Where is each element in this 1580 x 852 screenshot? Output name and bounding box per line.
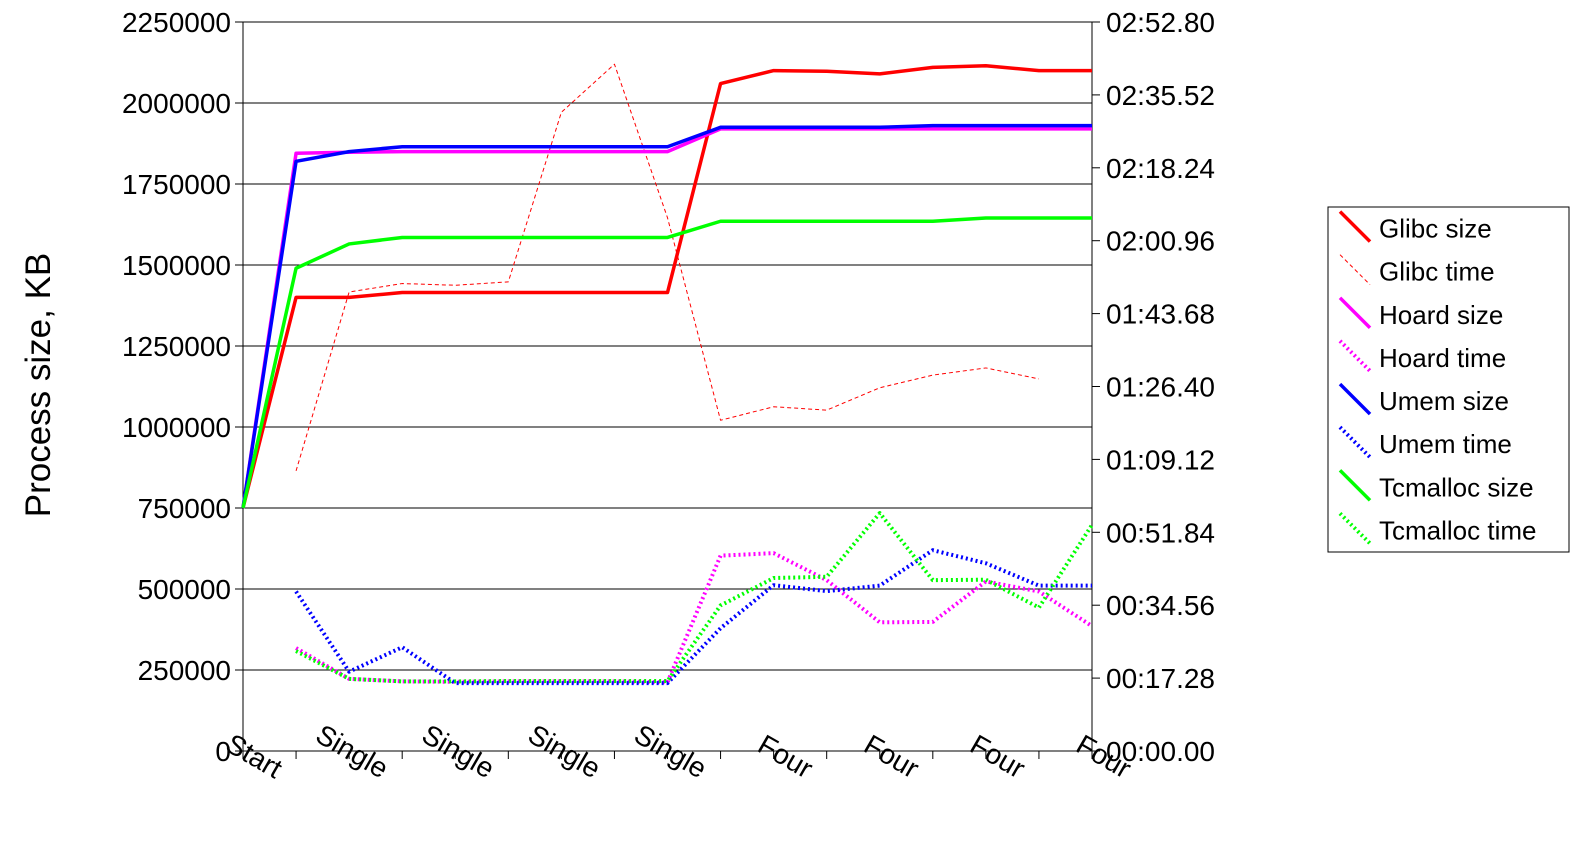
legend-box bbox=[1327, 206, 1570, 553]
x-tick-label: Single bbox=[417, 718, 500, 784]
left-tick-label: 1500000 bbox=[122, 250, 231, 281]
legend-label: Hoard size bbox=[1379, 300, 1503, 330]
legend-label: Umem size bbox=[1379, 386, 1509, 416]
right-tick-label: 01:43.68 bbox=[1106, 299, 1215, 330]
left-tick-label: 1750000 bbox=[122, 169, 231, 200]
series-line-umem-size bbox=[241, 123, 1092, 509]
axes bbox=[242, 22, 1093, 752]
right-tick-label: 02:35.52 bbox=[1106, 80, 1215, 111]
right-tick-label: 00:34.56 bbox=[1106, 590, 1215, 621]
x-tick-label: Four bbox=[753, 729, 818, 785]
legend-swatch bbox=[1339, 254, 1371, 286]
right-tick-label: 02:18.24 bbox=[1106, 153, 1215, 184]
left-tick-label: 750000 bbox=[138, 493, 231, 524]
legend-swatch bbox=[1338, 339, 1372, 373]
legend-swatch bbox=[1338, 382, 1372, 416]
legend-swatch bbox=[1338, 469, 1372, 502]
legend-swatch bbox=[1338, 425, 1372, 459]
series-lines bbox=[241, 63, 1094, 686]
gridlines bbox=[243, 21, 1092, 671]
right-tick-label: 00:00.00 bbox=[1106, 736, 1215, 767]
x-tick-label: Single bbox=[629, 718, 712, 784]
left-tick-label: 2250000 bbox=[122, 7, 231, 38]
left-axis-ticks: 0 250000 500000 750000 1000000 1250000 1500000… bbox=[122, 7, 243, 767]
legend-label: Tcmalloc time bbox=[1379, 515, 1536, 545]
legend-swatch bbox=[1338, 512, 1372, 545]
right-tick-label: 02:00.96 bbox=[1106, 226, 1215, 257]
series-line-hoard-size bbox=[241, 127, 1092, 509]
right-tick-label: 01:09.12 bbox=[1106, 444, 1215, 475]
left-tick-label: 0 bbox=[215, 736, 231, 767]
series-line-hoard-time bbox=[295, 551, 1094, 685]
right-tick-label: 02:52.80 bbox=[1106, 7, 1215, 38]
right-tick-label: 00:17.28 bbox=[1106, 663, 1215, 694]
left-tick-label: 2000000 bbox=[122, 88, 231, 119]
legend-label: Glibc size bbox=[1379, 214, 1492, 244]
x-tick-label: Four bbox=[965, 729, 1030, 785]
x-axis-ticks: Start Single Single Single Single Four Four Fou… bbox=[221, 718, 1137, 784]
series-line-glibc-time bbox=[295, 63, 1040, 472]
legend-swatch bbox=[1338, 296, 1372, 330]
x-tick-label: Single bbox=[523, 718, 606, 784]
legend: Glibc size Glibc time Hoard size Hoard time… bbox=[1327, 206, 1570, 553]
left-tick-label: 500000 bbox=[138, 574, 231, 605]
right-axis-ticks: 00:00.00 00:17.28 00:34.56 00:51.84 01:09.12… bbox=[1092, 7, 1215, 767]
series-line-glibc-size bbox=[241, 63, 1092, 509]
left-tick-label: 1000000 bbox=[122, 412, 231, 443]
legend-label: Hoard time bbox=[1379, 343, 1506, 373]
series-line-umem-time bbox=[294, 548, 1092, 686]
y-axis-title: Process size, KB bbox=[19, 253, 58, 518]
right-tick-label: 00:51.84 bbox=[1106, 517, 1215, 548]
x-tick-label: Start bbox=[221, 728, 288, 785]
legend-label: Umem time bbox=[1379, 429, 1512, 459]
left-tick-label: 1250000 bbox=[122, 331, 231, 362]
legend-swatch bbox=[1338, 210, 1372, 243]
series-line-tcmalloc-size bbox=[241, 216, 1092, 509]
x-tick-label: Four bbox=[859, 729, 924, 785]
legend-label: Glibc time bbox=[1379, 257, 1495, 287]
legend-label: Tcmalloc size bbox=[1379, 472, 1534, 502]
left-tick-label: 250000 bbox=[138, 655, 231, 686]
x-tick-label: Single bbox=[311, 718, 394, 784]
right-tick-label: 01:26.40 bbox=[1106, 372, 1215, 403]
